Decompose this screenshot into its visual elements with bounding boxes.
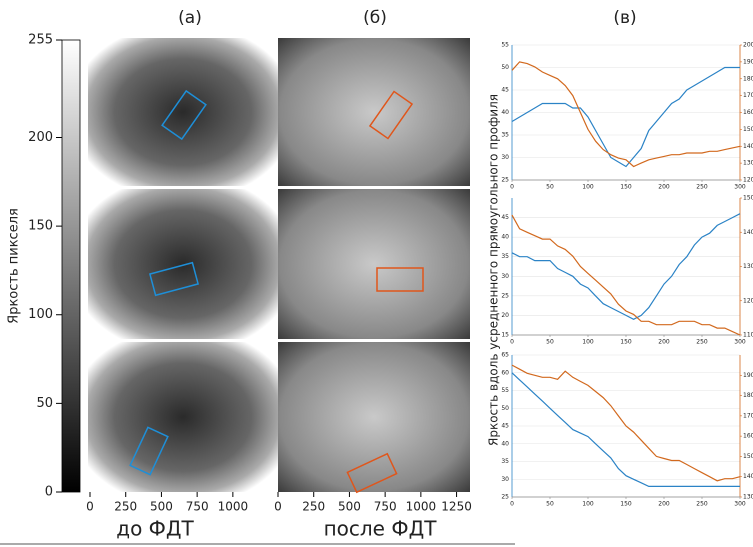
y2-tick-label: 130 xyxy=(743,160,753,167)
y-tick-label: 15 xyxy=(501,332,509,339)
series-line xyxy=(511,213,741,320)
caption: после ФДТ xyxy=(324,517,438,541)
profile-ylabel: Яркость вдоль усредненного прямоугольног… xyxy=(487,94,501,446)
colorbar-tick-label: 255 xyxy=(28,33,53,48)
series-line xyxy=(511,372,740,487)
x-tick-label: 0 xyxy=(510,501,514,508)
x-tick-label: 150 xyxy=(620,184,632,191)
y-tick-label: 55 xyxy=(501,42,509,49)
series-line xyxy=(511,214,741,336)
x-tick-label: 50 xyxy=(546,339,554,346)
y2-tick-label: 180 xyxy=(743,75,753,82)
y-tick-label: 45 xyxy=(501,87,509,94)
x-tick-label: 50 xyxy=(546,501,554,508)
y-tick-label: 60 xyxy=(501,369,509,376)
y2-tick-label: 200 xyxy=(743,42,753,49)
y2-tick-label: 150 xyxy=(743,126,753,133)
y-tick-label: 35 xyxy=(501,253,509,260)
colorbar-tick-label: 100 xyxy=(28,307,53,322)
x-tick-label: 300 xyxy=(734,339,746,346)
y2-tick-label: 120 xyxy=(743,177,753,184)
panel-label: (а) xyxy=(178,8,202,28)
y2-tick-label: 160 xyxy=(743,433,753,440)
x-tick-label: 50 xyxy=(546,184,554,191)
x-tick-label: 0 xyxy=(86,500,94,514)
y-tick-label: 35 xyxy=(501,458,509,465)
series-line xyxy=(511,61,741,168)
x-tick-label: 150 xyxy=(620,339,632,346)
y-tick-label: 40 xyxy=(501,234,509,241)
y-tick-label: 35 xyxy=(501,132,509,139)
y-tick-label: 45 xyxy=(501,423,509,430)
x-tick-label: 250 xyxy=(302,500,325,514)
colorbar-tick-label: 200 xyxy=(28,130,53,145)
x-tick-label: 200 xyxy=(658,184,670,191)
y2-tick-label: 190 xyxy=(743,58,753,65)
y2-tick-label: 140 xyxy=(743,143,753,150)
y2-tick-label: 140 xyxy=(743,473,753,480)
x-tick-label: 1000 xyxy=(406,500,437,514)
y-tick-label: 25 xyxy=(501,494,509,501)
y2-tick-label: 170 xyxy=(743,92,753,99)
x-tick-label: 0 xyxy=(510,339,514,346)
y2-tick-label: 120 xyxy=(743,297,753,304)
y2-tick-label: 150 xyxy=(743,453,753,460)
x-tick-label: 0 xyxy=(510,184,514,191)
colorbar-label: Яркость пикселя xyxy=(7,208,22,324)
x-tick-label: 100 xyxy=(582,501,594,508)
colorbar-tick-label: 50 xyxy=(36,396,53,411)
x-tick-label: 200 xyxy=(658,339,670,346)
x-tick-label: 1000 xyxy=(218,500,249,514)
y-tick-label: 30 xyxy=(501,476,509,483)
y2-tick-label: 160 xyxy=(743,109,753,116)
y-tick-label: 50 xyxy=(501,405,509,412)
y-tick-label: 50 xyxy=(501,64,509,71)
y-tick-label: 20 xyxy=(501,312,509,319)
y-tick-label: 30 xyxy=(501,273,509,280)
y-tick-label: 65 xyxy=(501,352,509,359)
caption: до ФДТ xyxy=(116,517,194,541)
y2-tick-label: 130 xyxy=(743,263,753,270)
y-tick-label: 30 xyxy=(501,154,509,161)
x-tick-label: 250 xyxy=(696,501,708,508)
series-line xyxy=(511,364,741,482)
images xyxy=(88,38,470,494)
y2-tick-label: 140 xyxy=(743,229,753,236)
x-tick-label: 500 xyxy=(338,500,361,514)
y-tick-label: 55 xyxy=(501,387,509,394)
panel-label: (б) xyxy=(363,8,387,28)
y-tick-label: 25 xyxy=(501,292,509,299)
y-tick-label: 25 xyxy=(501,177,509,184)
colorbar-tick-label: 0 xyxy=(45,485,53,500)
x-tick-label: 150 xyxy=(620,501,632,508)
x-tick-label: 750 xyxy=(374,500,397,514)
y-tick-label: 40 xyxy=(501,440,509,447)
x-tick-label: 250 xyxy=(696,184,708,191)
colorbar-tick-label: 150 xyxy=(28,219,53,234)
y2-tick-label: 130 xyxy=(743,494,753,501)
x-tick-label: 1250 xyxy=(441,500,472,514)
x-tick-label: 300 xyxy=(734,184,746,191)
x-tick-label: 100 xyxy=(582,184,594,191)
y-tick-label: 40 xyxy=(501,109,509,116)
x-tick-label: 250 xyxy=(114,500,137,514)
x-tick-label: 250 xyxy=(696,339,708,346)
x-tick-label: 200 xyxy=(658,501,670,508)
y2-tick-label: 190 xyxy=(743,372,753,379)
x-tick-label: 500 xyxy=(150,500,173,514)
x-tick-label: 100 xyxy=(582,339,594,346)
x-tick-label: 300 xyxy=(734,501,746,508)
y-tick-label: 45 xyxy=(501,214,509,221)
y2-tick-label: 150 xyxy=(743,195,753,202)
colorbar xyxy=(61,39,81,493)
x-tick-label: 0 xyxy=(274,500,282,514)
y2-tick-label: 110 xyxy=(743,332,753,339)
x-tick-label: 750 xyxy=(186,500,209,514)
series-line xyxy=(511,66,740,168)
y2-tick-label: 180 xyxy=(743,392,753,399)
y2-tick-label: 170 xyxy=(743,412,753,419)
panel-label: (в) xyxy=(613,8,636,28)
